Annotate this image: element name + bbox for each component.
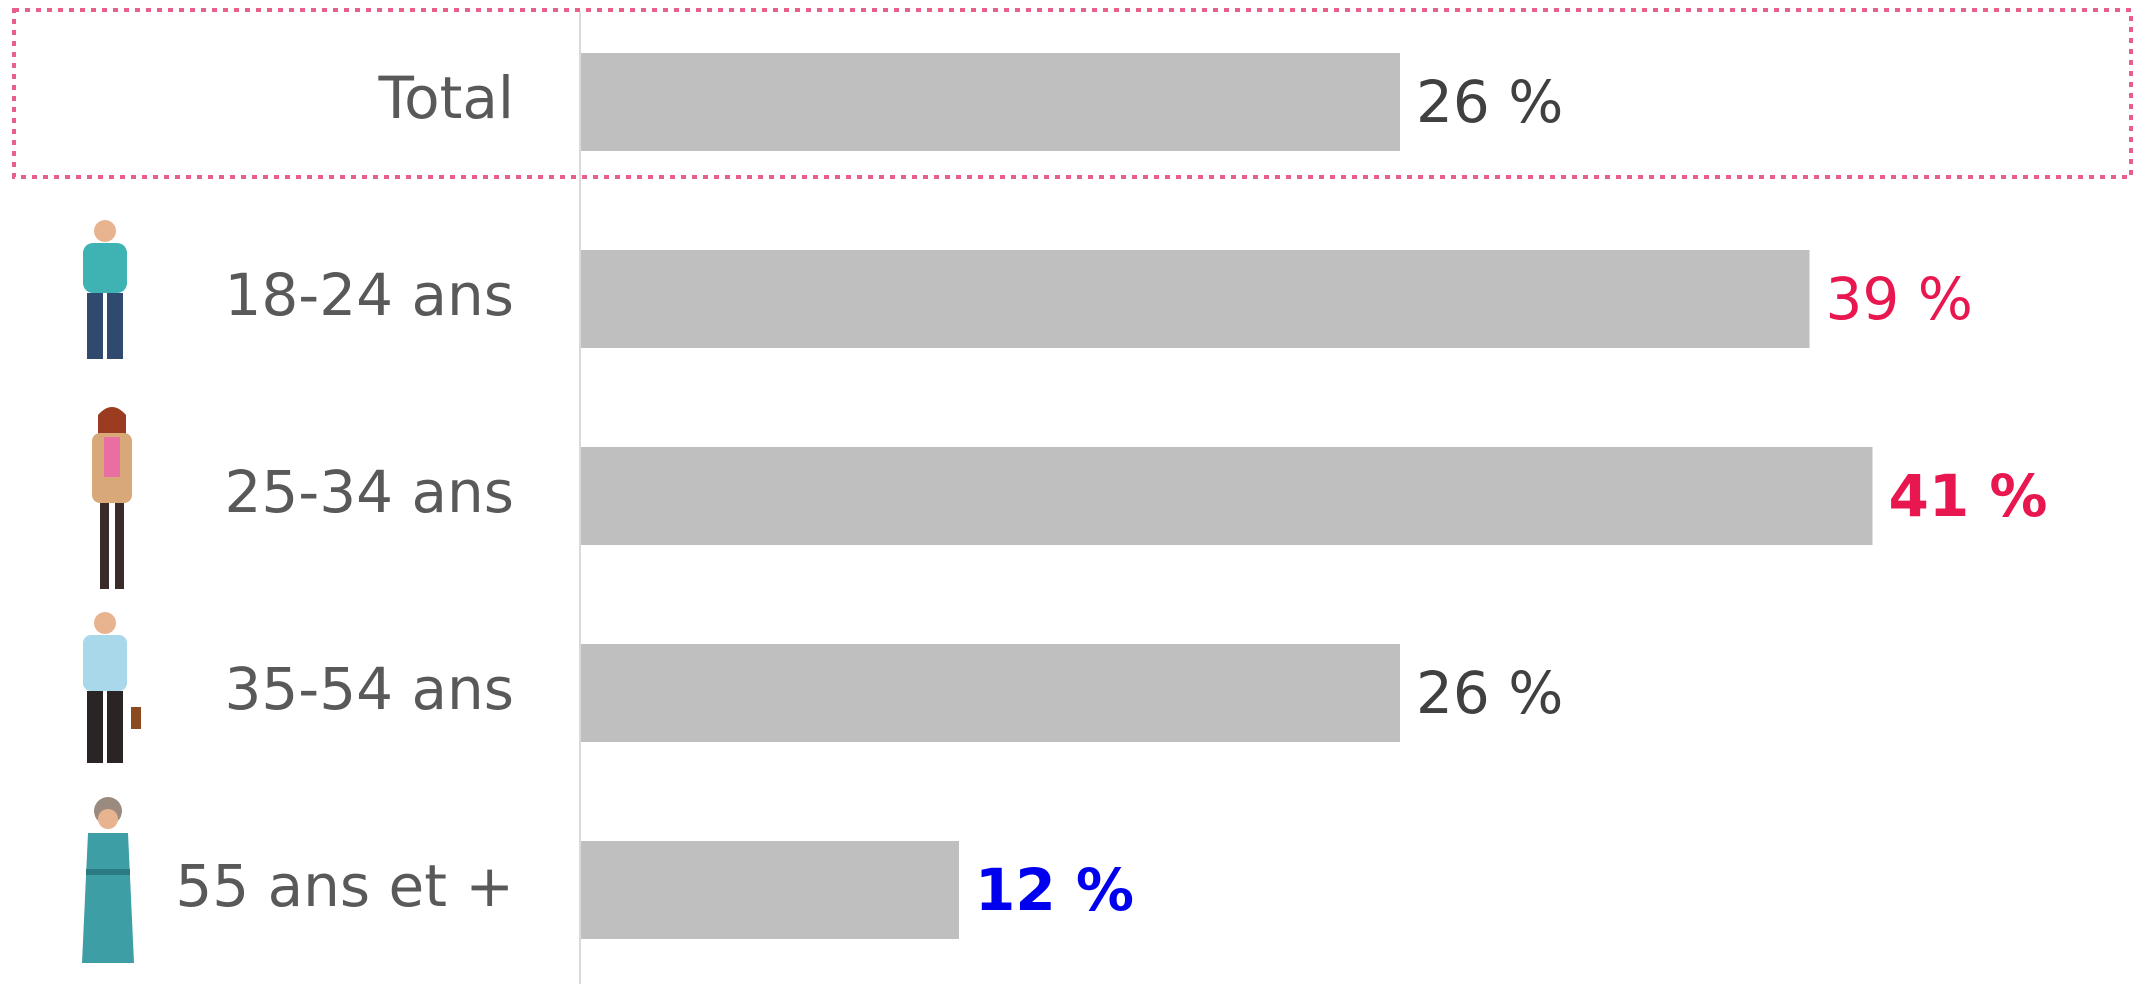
icon-man [83,612,141,763]
icon-young-woman [92,407,132,589]
category-label: 35-54 ans [225,655,515,723]
bar [581,53,1400,151]
icon-young-man [83,220,127,359]
highlight-box [12,8,2133,179]
value-label: 41 % [1889,462,2048,530]
bar [581,250,1810,348]
category-label: 55 ans et + [175,852,514,920]
value-label: 39 % [1826,265,1973,333]
icon-older-woman [82,797,134,963]
bar [581,447,1873,545]
category-label: Total [378,64,514,132]
bar [581,841,959,939]
value-label: 26 % [1416,68,1563,136]
bar [581,644,1400,742]
value-label: 26 % [1416,659,1563,727]
category-label: 18-24 ans [225,261,515,329]
category-label: 25-34 ans [225,458,515,526]
value-label: 12 % [975,856,1134,924]
